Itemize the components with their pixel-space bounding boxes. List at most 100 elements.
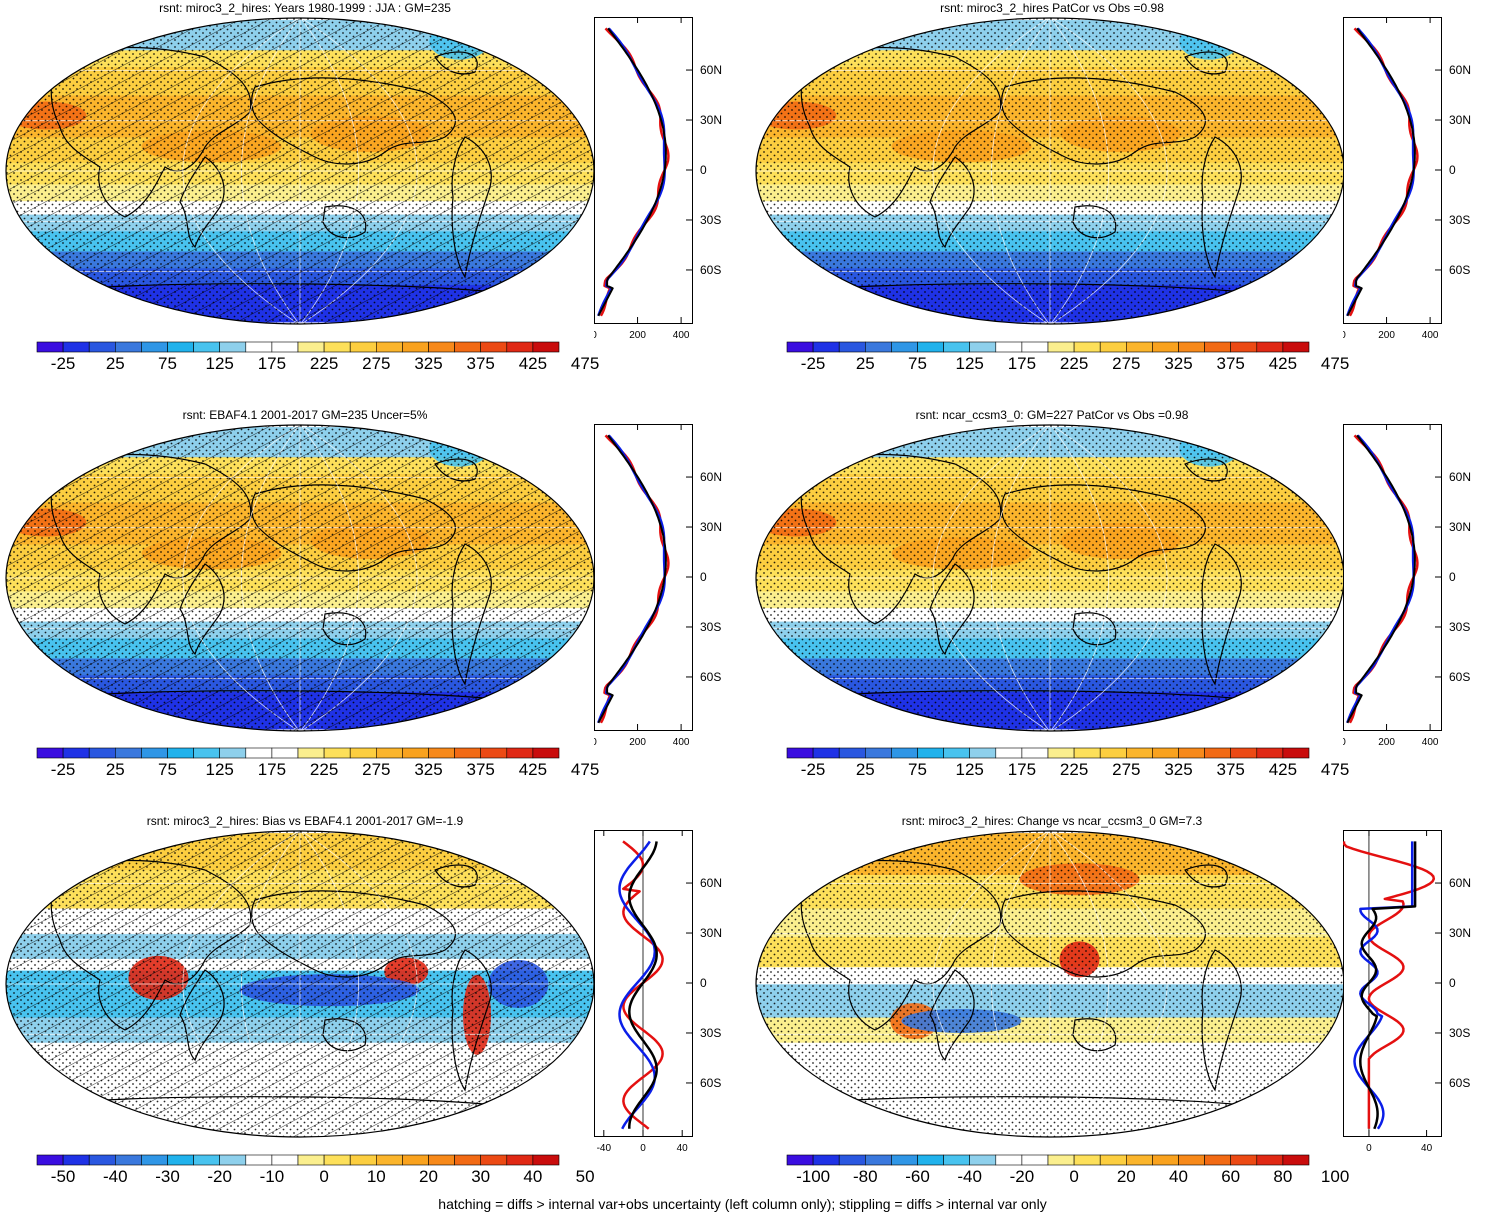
colorbar-swatch <box>167 341 194 353</box>
colorbar-tick-label: -20 <box>207 1167 232 1186</box>
lat-tick-label: 30S <box>700 1026 721 1040</box>
global-map <box>5 424 595 732</box>
colorbar-tick-label: 375 <box>466 354 495 373</box>
colorbar-tick-label: 475 <box>1320 760 1350 779</box>
colorbar-swatch <box>1047 1154 1075 1166</box>
colorbar <box>786 340 1310 358</box>
colorbar-swatch <box>1021 341 1049 353</box>
colorbar-swatch <box>812 341 840 353</box>
colorbar-swatch <box>1256 747 1284 759</box>
zonal-mean-plot: W m-260N30N030S60S0200400 <box>591 7 752 374</box>
colorbar-swatch <box>1230 1154 1258 1166</box>
colorbar-swatch <box>1099 1154 1127 1166</box>
colorbar <box>36 746 560 764</box>
colorbar-tick-label: -25 <box>50 354 76 373</box>
zonal-x-tick-label: 200 <box>1378 330 1395 341</box>
colorbar-tick-label: 275 <box>362 760 391 779</box>
zonal-x-tick-label: 40 <box>677 1143 689 1154</box>
colorbar-swatch <box>532 1154 560 1166</box>
colorbar-swatch <box>1204 1154 1232 1166</box>
colorbar <box>36 1153 560 1171</box>
colorbar-swatch <box>812 1154 840 1166</box>
colorbar-swatch <box>454 341 482 353</box>
colorbar-swatch <box>375 341 403 353</box>
lat-tick-label: 60N <box>1449 63 1471 77</box>
colorbar-swatch <box>865 1154 892 1166</box>
colorbar-swatch <box>1047 341 1075 353</box>
colorbar-swatch <box>838 747 866 759</box>
colorbar-swatch <box>245 341 273 353</box>
colorbar-swatch <box>297 1154 325 1166</box>
colorbar-tick-label: 25 <box>105 760 125 779</box>
colorbar-swatch <box>193 747 221 759</box>
colorbar-swatch <box>838 1154 866 1166</box>
colorbar-swatch <box>88 747 116 759</box>
zonal-x-tick-label: 200 <box>629 330 646 341</box>
colorbar-swatch <box>532 341 560 353</box>
colorbar-swatch <box>219 747 247 759</box>
colorbar-swatch <box>62 747 90 759</box>
zonal-x-tick-label: 0 <box>640 1143 646 1154</box>
colorbar-tick-label: -40 <box>103 1167 128 1186</box>
colorbar-tick-label: -50 <box>50 1167 76 1186</box>
lat-tick-label: 0 <box>700 570 707 584</box>
global-map <box>755 424 1345 732</box>
colorbar-swatch <box>1099 747 1127 759</box>
colorbar-tick-label: 425 <box>1268 760 1298 779</box>
colorbar-tick-label: -30 <box>155 1167 180 1186</box>
colorbar-tick-label: -25 <box>800 760 826 779</box>
zonal-line-mean <box>1346 434 1416 724</box>
lat-tick-label: 60S <box>700 263 721 277</box>
colorbar-swatch <box>1152 1154 1179 1166</box>
colorbar-swatch <box>349 747 377 759</box>
colorbar-tick-label: 100 <box>1320 1167 1350 1186</box>
colorbar-swatch <box>891 341 918 353</box>
panel-title: rsnt: EBAF4.1 2001-2017 GM=235 Uncer=5% <box>182 408 428 422</box>
colorbar-swatch <box>36 1154 64 1166</box>
colorbar-swatch <box>115 747 142 759</box>
colorbar-tick-label: 75 <box>158 760 177 779</box>
lat-tick-label: 60N <box>700 470 722 484</box>
zonal-x-tick-label: 200 <box>629 737 646 748</box>
colorbar-tick-label: -80 <box>853 1167 878 1186</box>
colorbar-tick-label: 125 <box>955 354 984 373</box>
colorbar-swatch <box>1256 341 1284 353</box>
colorbar-swatch <box>786 341 814 353</box>
colorbar-tick-label: 425 <box>1268 354 1298 373</box>
colorbar-tick-label: 475 <box>1320 354 1350 373</box>
colorbar-swatch <box>167 747 194 759</box>
colorbar-swatch <box>506 341 534 353</box>
colorbar-tick-label: -10 <box>259 1167 285 1186</box>
colorbar-swatch <box>428 341 455 353</box>
lat-tick-label: 60N <box>1449 876 1471 890</box>
zonal-line-mean <box>597 27 667 317</box>
colorbar-tick-label: 60 <box>1221 1167 1241 1186</box>
lat-tick-label: 30S <box>700 213 721 227</box>
colorbar-swatch <box>1152 747 1179 759</box>
colorbar <box>786 1153 1310 1171</box>
colorbar-swatch <box>88 1154 116 1166</box>
lat-tick-label: 30N <box>1449 520 1471 534</box>
colorbar-swatch <box>1282 341 1310 353</box>
colorbar-tick-label: -100 <box>796 1167 831 1186</box>
colorbar-swatch <box>786 1154 814 1166</box>
colorbar-swatch <box>1282 1154 1310 1166</box>
zonal-x-tick-label: 400 <box>1422 330 1439 341</box>
colorbar-swatch <box>271 341 299 353</box>
zonal-x-tick-label: 400 <box>673 330 690 341</box>
colorbar-tick-label: 0 <box>1069 1167 1079 1186</box>
colorbar-swatch <box>349 1154 377 1166</box>
colorbar-swatch <box>943 747 971 759</box>
colorbar-swatch <box>838 341 866 353</box>
colorbar-swatch <box>943 1154 971 1166</box>
lat-tick-label: 30N <box>700 113 722 127</box>
colorbar-swatch <box>193 1154 221 1166</box>
colorbar-swatch <box>1073 341 1101 353</box>
colorbar-tick-label: 425 <box>518 354 548 373</box>
global-map <box>5 17 595 325</box>
colorbar-swatch <box>917 341 944 353</box>
zonal-line-mean <box>597 434 667 724</box>
colorbar-tick-label: 175 <box>257 760 287 779</box>
lat-tick-label: 0 <box>700 163 707 177</box>
